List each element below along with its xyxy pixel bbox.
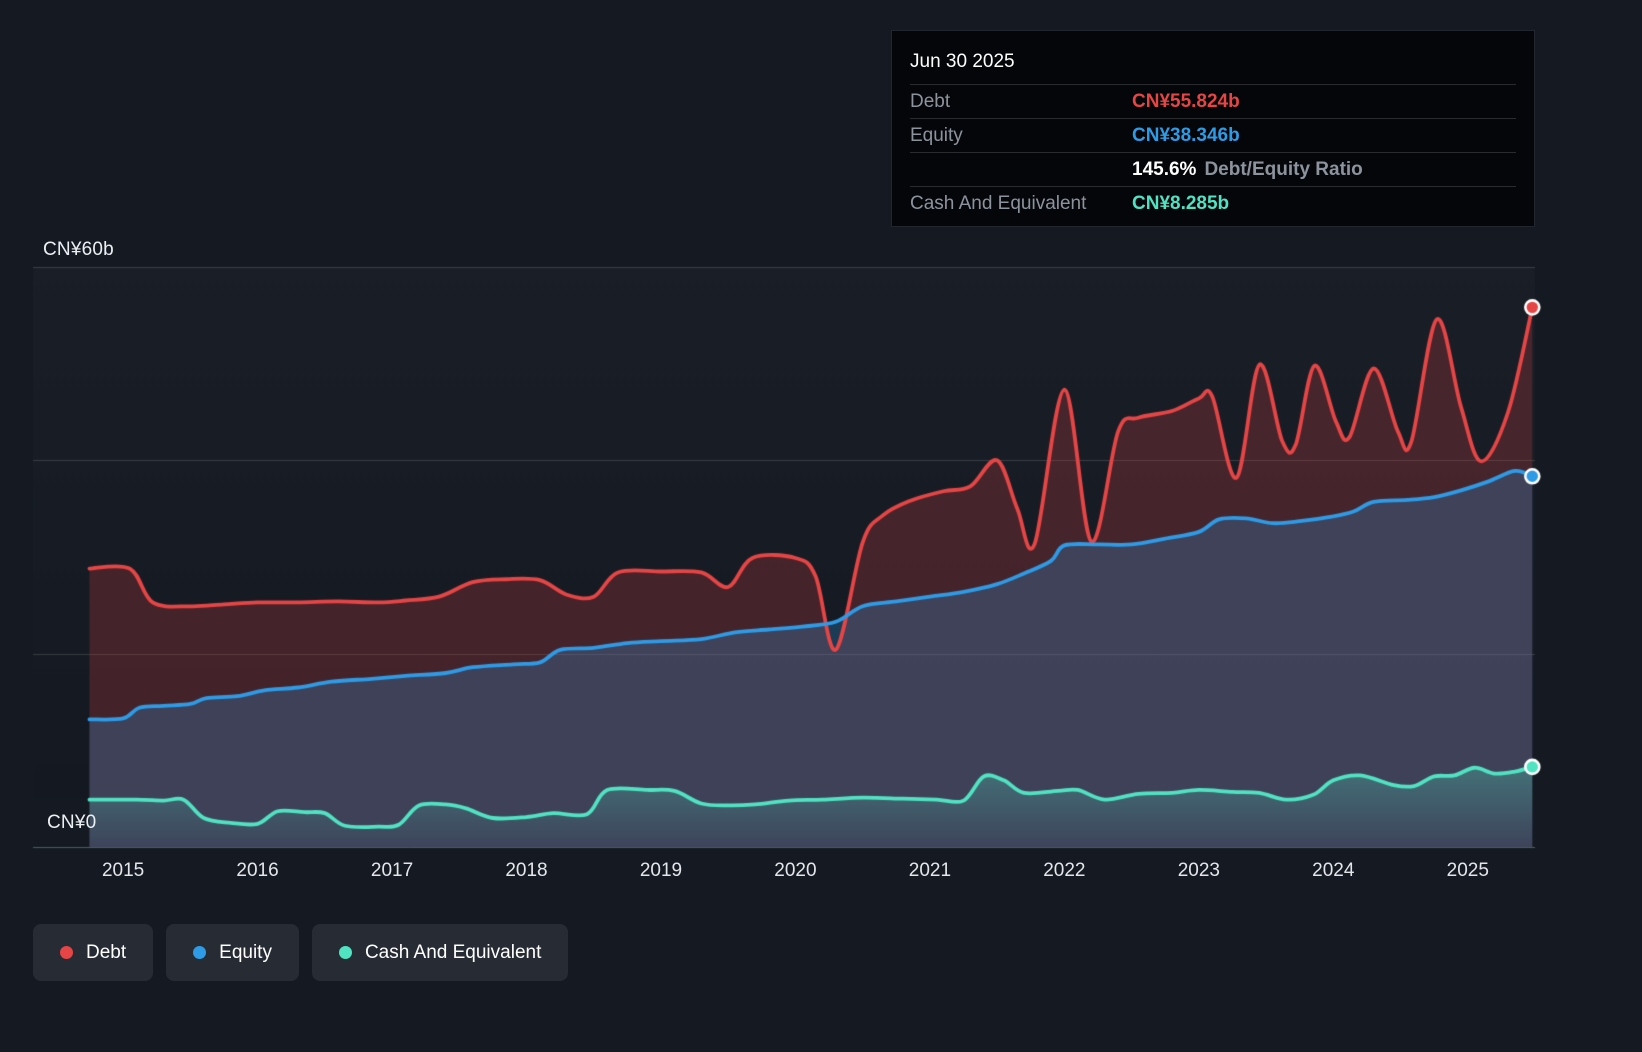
- x-axis-label: 2022: [1043, 860, 1086, 881]
- tooltip-debt-value: CN¥55.824b: [1132, 90, 1240, 112]
- tooltip-ratio-label: Debt/Equity Ratio: [1204, 158, 1363, 180]
- tooltip-date: Jun 30 2025: [910, 39, 1516, 85]
- x-axis-label: 2018: [505, 860, 548, 881]
- x-axis: 2015 2016 2017 2018 2019 2020 2021 2022 2023 2024…: [0, 860, 1642, 886]
- debt-legend-dot-icon: [60, 946, 73, 959]
- tooltip-panel: Jun 30 2025 Debt CN¥55.824b Equity CN¥38…: [891, 30, 1535, 227]
- x-axis-label: 2025: [1446, 860, 1489, 881]
- legend-item-cash[interactable]: Cash And Equivalent: [311, 924, 569, 981]
- x-axis-label: 2021: [908, 860, 952, 881]
- y-axis-label-top: CN¥60b: [43, 239, 114, 260]
- legend-item-debt[interactable]: Debt: [33, 924, 154, 981]
- legend-equity-label: Equity: [219, 941, 272, 963]
- tooltip-row-cash: Cash And Equivalent CN¥8.285b: [910, 187, 1516, 220]
- legend-debt-label: Debt: [86, 941, 127, 963]
- x-axis-label: 2020: [774, 860, 817, 881]
- tooltip-row-debt: Debt CN¥55.824b: [910, 85, 1516, 119]
- x-axis-label: 2017: [370, 860, 414, 881]
- tooltip-cash-label: Cash And Equivalent: [910, 192, 1087, 214]
- tooltip-debt-label: Debt: [910, 90, 951, 112]
- legend: Debt Equity Cash And Equivalent: [33, 924, 569, 981]
- tooltip-row-equity: Equity CN¥38.346b: [910, 119, 1516, 153]
- equity-legend-dot-icon: [193, 946, 207, 959]
- x-axis-label: 2015: [101, 860, 145, 881]
- tooltip-equity-label: Equity: [910, 124, 963, 146]
- y-axis-label-bottom: CN¥0: [47, 812, 97, 833]
- x-axis-label: 2016: [236, 860, 279, 881]
- legend-item-equity[interactable]: Equity: [166, 924, 299, 981]
- x-axis-label: 2024: [1312, 860, 1355, 881]
- tooltip-ratio-value: 145.6%: [1132, 158, 1197, 180]
- tooltip-cash-value: CN¥8.285b: [1132, 192, 1230, 214]
- x-axis-label: 2019: [639, 860, 683, 881]
- cash-legend-dot-icon: [338, 946, 352, 959]
- x-axis-label: 2023: [1177, 860, 1220, 881]
- tooltip-equity-value: CN¥38.346b: [1132, 124, 1240, 146]
- legend-cash-label: Cash And Equivalent: [364, 941, 542, 963]
- tooltip-row-ratio: 145.6% Debt/Equity Ratio: [910, 153, 1516, 187]
